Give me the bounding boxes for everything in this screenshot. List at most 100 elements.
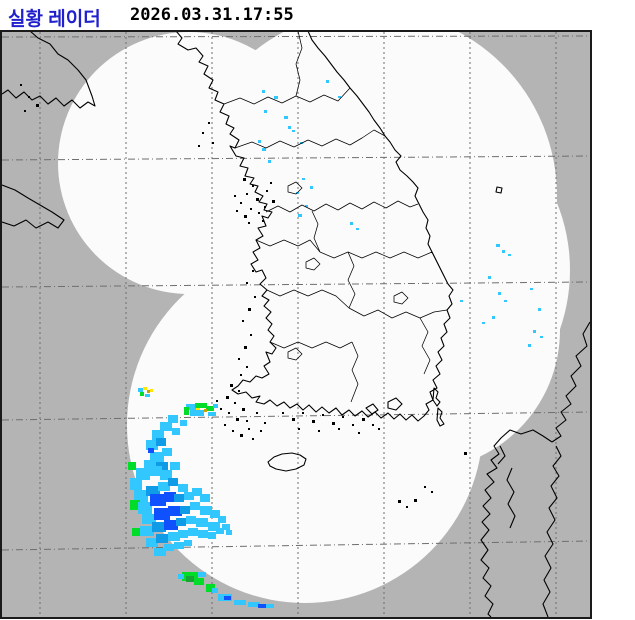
precip-cell bbox=[488, 276, 491, 279]
precip-cell bbox=[234, 600, 246, 605]
precip-cell bbox=[284, 116, 288, 119]
precip-cell bbox=[150, 494, 166, 506]
precip-cell bbox=[210, 510, 220, 518]
app-title: 실황 레이더 bbox=[8, 9, 101, 30]
precip-cell bbox=[212, 588, 218, 593]
precip-cell bbox=[208, 522, 220, 531]
precip-cell bbox=[192, 488, 202, 496]
precip-cell bbox=[338, 96, 341, 98]
precip-cell bbox=[138, 502, 152, 514]
precip-cell bbox=[142, 514, 156, 524]
precip-cell bbox=[190, 410, 204, 416]
precip-cell bbox=[496, 244, 500, 247]
precip-cell bbox=[326, 80, 329, 83]
precip-cell bbox=[538, 308, 541, 311]
precip-cell bbox=[188, 528, 198, 536]
precip-cell bbox=[174, 542, 184, 549]
precip-cell bbox=[178, 530, 188, 538]
precip-cell bbox=[492, 316, 495, 319]
precip-cell bbox=[206, 406, 214, 411]
precip-cell bbox=[213, 404, 218, 408]
precip-cell bbox=[156, 438, 166, 446]
precip-cell bbox=[145, 394, 150, 397]
precip-cell bbox=[150, 389, 153, 392]
precip-cell bbox=[258, 604, 268, 608]
precip-cell bbox=[268, 160, 271, 163]
jeju-island bbox=[267, 452, 307, 472]
precip-cell bbox=[136, 468, 150, 480]
precip-cell bbox=[140, 392, 144, 396]
precip-cell bbox=[310, 186, 313, 189]
precip-cell bbox=[146, 440, 158, 450]
ulleungdo-island bbox=[495, 186, 503, 194]
precip-cell bbox=[350, 222, 353, 225]
precip-cell bbox=[502, 250, 505, 253]
precip-cell bbox=[146, 486, 160, 496]
precip-cell bbox=[218, 516, 226, 523]
precip-cell bbox=[147, 390, 150, 393]
precip-cell bbox=[174, 494, 184, 502]
precip-cell bbox=[156, 534, 168, 543]
precip-cell bbox=[302, 178, 305, 180]
precip-cell bbox=[172, 428, 180, 435]
precip-cell bbox=[160, 422, 172, 431]
precip-cell bbox=[190, 502, 200, 510]
precip-cell bbox=[130, 478, 142, 490]
precip-cell bbox=[258, 140, 261, 143]
radar-coverage-area bbox=[58, 32, 570, 603]
precip-cell bbox=[146, 538, 158, 547]
precip-cell bbox=[204, 409, 207, 412]
precip-cell bbox=[533, 330, 536, 333]
china-coastline bbox=[2, 32, 96, 109]
precip-cell bbox=[305, 205, 308, 207]
province-borders bbox=[223, 32, 448, 403]
precip-cell bbox=[528, 344, 531, 347]
precip-cell bbox=[262, 90, 265, 93]
precip-cell bbox=[298, 214, 302, 217]
kyushu-coastline bbox=[480, 429, 553, 617]
precip-cell bbox=[180, 420, 187, 426]
radar-map bbox=[0, 30, 592, 619]
precip-cell bbox=[264, 110, 267, 113]
precip-cell bbox=[152, 522, 166, 532]
precip-cell bbox=[154, 548, 166, 556]
precip-cell bbox=[184, 492, 194, 500]
legend-panel: mm/h 15011090706050403025201510987654.03… bbox=[592, 0, 635, 620]
precip-cell bbox=[206, 584, 215, 592]
precip-cell bbox=[143, 387, 147, 390]
precip-cell bbox=[186, 404, 196, 410]
precip-cell bbox=[530, 288, 533, 290]
map-canvas bbox=[2, 32, 590, 617]
precip-cell bbox=[460, 300, 463, 302]
precip-cell bbox=[164, 520, 178, 530]
precip-cell bbox=[168, 478, 178, 486]
precip-cell bbox=[162, 448, 172, 456]
precip-cell bbox=[130, 500, 140, 510]
precip-cell bbox=[222, 524, 230, 530]
precip-cell bbox=[200, 506, 212, 515]
precip-cell bbox=[180, 506, 190, 514]
precip-cell bbox=[224, 596, 231, 600]
precip-cell bbox=[134, 490, 148, 502]
precip-cell bbox=[208, 532, 216, 539]
precip-cell bbox=[168, 506, 182, 516]
precip-cell bbox=[482, 322, 485, 324]
precip-cell bbox=[194, 578, 204, 585]
korea-coastline bbox=[176, 32, 454, 422]
precip-cell bbox=[148, 448, 154, 453]
precip-cell bbox=[274, 96, 278, 99]
precip-cell bbox=[195, 403, 207, 408]
precip-cell bbox=[140, 526, 154, 536]
precip-cell bbox=[200, 494, 210, 502]
precip-cell bbox=[184, 540, 192, 546]
precip-cell bbox=[356, 228, 359, 230]
precip-cell bbox=[152, 430, 164, 440]
graticule bbox=[2, 32, 590, 617]
precip-cell bbox=[198, 572, 206, 577]
precip-cell bbox=[164, 544, 174, 551]
observation-datetime: 2026.03.31.17:55 bbox=[130, 5, 294, 25]
precip-cell bbox=[508, 254, 511, 256]
precip-cell bbox=[158, 482, 170, 491]
precip-cell bbox=[186, 516, 196, 524]
